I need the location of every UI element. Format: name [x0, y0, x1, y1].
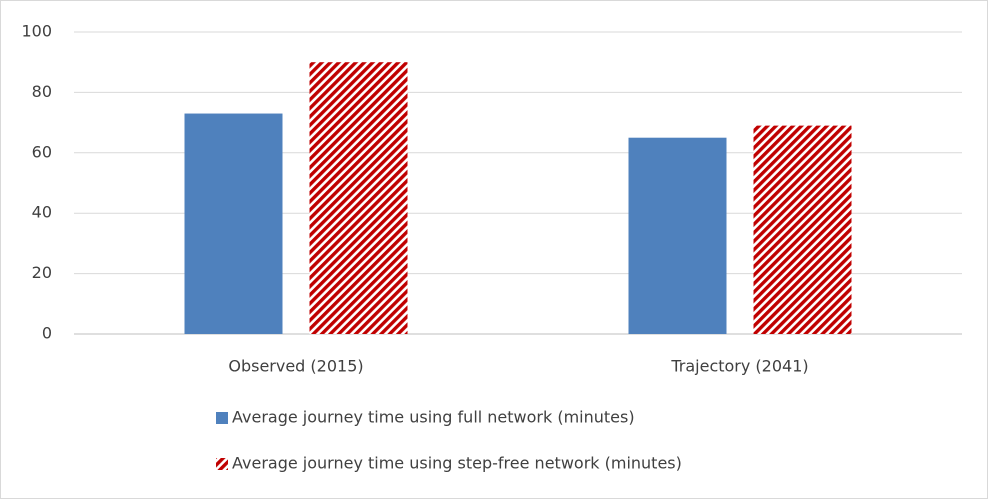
legend-swatch: [216, 458, 228, 470]
y-tick-label: 40: [32, 203, 52, 222]
bar: [753, 125, 852, 335]
legend-swatch: [216, 412, 228, 424]
x-tick-label: Observed (2015): [228, 357, 363, 376]
y-tick-label: 100: [21, 22, 52, 41]
bar: [184, 113, 283, 334]
y-tick-label: 0: [42, 324, 52, 343]
legend-label: Average journey time using step-free net…: [232, 454, 682, 473]
bar: [628, 137, 727, 334]
y-tick-label: 80: [32, 82, 52, 101]
y-tick-label: 20: [32, 263, 52, 282]
y-tick-label: 60: [32, 142, 52, 161]
x-tick-label: Trajectory (2041): [670, 357, 808, 376]
bar: [309, 62, 408, 334]
legend-label: Average journey time using full network …: [232, 408, 635, 427]
